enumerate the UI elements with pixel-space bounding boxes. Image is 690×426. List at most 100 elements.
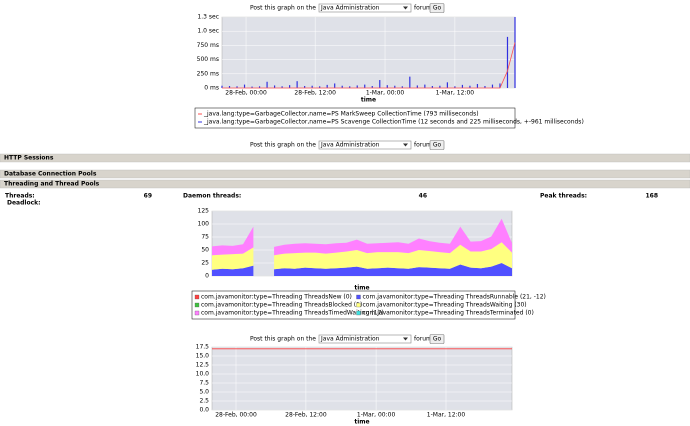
section-title[interactable]: Threading and Thread Pools <box>4 181 100 188</box>
y-tick-label: 1.0 sec <box>197 28 219 35</box>
plot-area <box>211 346 513 411</box>
forum-select[interactable] <box>318 3 412 13</box>
bar <box>266 81 268 88</box>
bar <box>356 85 358 88</box>
select-arrow <box>403 337 408 341</box>
plot-area <box>221 16 516 89</box>
x-tick-label: 1-Mar, 00:00 <box>357 412 396 419</box>
section-bar[interactable] <box>0 153 690 163</box>
section-bar[interactable] <box>0 169 690 179</box>
thread-info: Peak threads: <box>540 193 587 200</box>
thread-info: 46 <box>419 193 427 200</box>
x-axis-label: time <box>354 419 369 426</box>
section-bar[interactable] <box>0 179 690 189</box>
section-title[interactable]: Database Connection Pools <box>4 171 97 178</box>
bar <box>469 85 471 88</box>
y-tick-label: 17.5 <box>196 344 210 351</box>
legend-swatch <box>194 294 200 300</box>
post-label: forum <box>414 142 432 149</box>
select-arrow <box>403 143 408 147</box>
bar <box>491 84 494 88</box>
bar <box>371 86 373 88</box>
y-tick-label: 750 ms <box>197 42 219 49</box>
bar <box>364 84 366 88</box>
y-tick-label: 50 <box>201 247 209 254</box>
y-tick-label: 1.3 sec <box>197 14 219 21</box>
legend-label: com.javamonitor:type=Threading ThreadsNe… <box>201 294 352 301</box>
legend-label: com.javamonitor:type=Threading ThreadsBl… <box>201 302 362 309</box>
post-label: Post this graph on the <box>250 5 316 12</box>
y-tick-label: 125 <box>198 208 210 215</box>
y-tick-label: 75 <box>201 234 209 241</box>
y-tick-label: 250 ms <box>197 70 219 77</box>
go-button-text[interactable]: Go <box>433 5 442 12</box>
legend-swatch <box>356 310 361 316</box>
y-tick-label: 0 ms <box>204 85 219 92</box>
select-arrow <box>403 6 408 10</box>
bar <box>454 86 456 88</box>
x-tick-label: 28-Feb, 12:00 <box>285 412 327 419</box>
section-title[interactable]: HTTP Sessions <box>4 155 54 162</box>
bar <box>431 86 433 88</box>
stacked-area <box>212 226 254 256</box>
bar <box>416 85 418 88</box>
go-button[interactable] <box>429 334 445 344</box>
stacked-area <box>274 218 512 256</box>
y-tick-label: 15.0 <box>196 353 210 360</box>
post-label: forum <box>414 336 432 343</box>
forum-select-text[interactable]: Java Administration <box>320 5 380 12</box>
bar <box>296 81 298 88</box>
forum-select[interactable] <box>318 334 412 344</box>
legend-swatch <box>356 294 361 300</box>
forum-select-text[interactable]: Java Administration <box>320 336 380 343</box>
y-tick-label: 5.0 <box>199 389 209 396</box>
y-tick-label: 500 ms <box>197 56 219 63</box>
legend-label: com.javamonitor:type=Threading ThreadsRu… <box>363 294 546 301</box>
bar <box>401 86 403 88</box>
bar <box>334 83 336 88</box>
forum-select[interactable] <box>318 140 412 150</box>
go-button-text[interactable]: Go <box>433 336 442 343</box>
x-axis-label: time <box>354 285 369 292</box>
bar <box>341 85 343 88</box>
bar <box>514 17 516 88</box>
go-button-text[interactable]: Go <box>433 142 442 149</box>
x-axis-label: time <box>361 97 376 104</box>
bar <box>236 86 238 88</box>
legend-swatch <box>194 302 200 308</box>
bar <box>424 84 426 88</box>
bar <box>506 36 509 88</box>
y-tick-label: 10.0 <box>196 371 210 378</box>
x-tick-label: 1-Mar, 12:00 <box>436 90 475 97</box>
y-tick-label: 100 <box>198 221 210 228</box>
thread-info: 69 <box>144 193 152 200</box>
bar <box>409 76 411 88</box>
bar <box>439 85 441 88</box>
x-tick-label: 28-Feb, 00:00 <box>215 412 257 419</box>
go-button[interactable] <box>429 3 445 13</box>
forum-select-text[interactable]: Java Administration <box>320 142 380 149</box>
stacked-area <box>274 242 512 270</box>
bar <box>311 85 313 88</box>
go-button[interactable] <box>429 140 445 150</box>
bar <box>326 84 328 88</box>
x-tick-label: 1-Mar, 12:00 <box>427 412 466 419</box>
bar <box>281 86 283 88</box>
legend-label: _java.lang:type=GarbageCollector,name=PS… <box>203 111 479 118</box>
bar <box>228 86 231 88</box>
bar <box>273 85 276 88</box>
bar <box>349 86 351 88</box>
y-tick-label: 0.0 <box>199 407 209 414</box>
bar <box>379 80 381 88</box>
legend-swatch <box>194 310 200 316</box>
legend-label: _java.lang:type=GarbageCollector,name=PS… <box>203 119 584 126</box>
bar <box>386 85 388 88</box>
legend-label: com.javamonitor:type=Threading ThreadsWa… <box>363 302 527 309</box>
x-tick-label: 28-Feb, 00:00 <box>225 90 267 97</box>
x-tick-label: 1-Mar, 00:00 <box>366 90 405 97</box>
post-label: Post this graph on the <box>250 336 316 343</box>
x-tick-label: 28-Feb, 12:00 <box>294 90 336 97</box>
bar <box>484 86 486 88</box>
